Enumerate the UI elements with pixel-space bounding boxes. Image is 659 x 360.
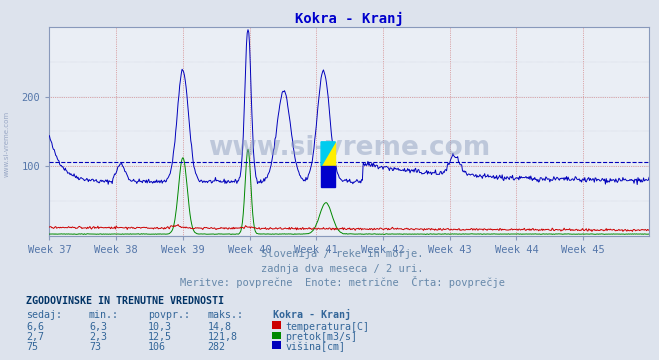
Text: maks.:: maks.: [208, 310, 244, 320]
Text: 2,3: 2,3 [89, 332, 107, 342]
Text: www.si-vreme.com: www.si-vreme.com [208, 135, 490, 161]
Polygon shape [321, 166, 335, 187]
Text: min.:: min.: [89, 310, 119, 320]
Polygon shape [321, 142, 335, 166]
Text: povpr.:: povpr.: [148, 310, 190, 320]
Title: Kokra - Kranj: Kokra - Kranj [295, 12, 404, 26]
Text: 10,3: 10,3 [148, 322, 172, 332]
Text: višina[cm]: višina[cm] [285, 342, 345, 352]
Text: 12,5: 12,5 [148, 332, 172, 342]
Text: 282: 282 [208, 342, 225, 352]
Text: 75: 75 [26, 342, 38, 352]
Text: ZGODOVINSKE IN TRENUTNE VREDNOSTI: ZGODOVINSKE IN TRENUTNE VREDNOSTI [26, 296, 224, 306]
Text: 106: 106 [148, 342, 166, 352]
Text: Kokra - Kranj: Kokra - Kranj [273, 309, 351, 320]
Text: Slovenija / reke in morje.: Slovenija / reke in morje. [262, 249, 424, 260]
Text: Meritve: povprečne  Enote: metrične  Črta: povprečje: Meritve: povprečne Enote: metrične Črta:… [180, 276, 505, 288]
Text: sedaj:: sedaj: [26, 310, 63, 320]
Text: 6,3: 6,3 [89, 322, 107, 332]
Text: www.si-vreme.com: www.si-vreme.com [3, 111, 10, 177]
Text: temperatura[C]: temperatura[C] [285, 322, 369, 332]
Polygon shape [321, 142, 335, 166]
Text: 6,6: 6,6 [26, 322, 44, 332]
Text: 121,8: 121,8 [208, 332, 238, 342]
Text: pretok[m3/s]: pretok[m3/s] [285, 332, 357, 342]
Text: 14,8: 14,8 [208, 322, 231, 332]
Text: zadnja dva meseca / 2 uri.: zadnja dva meseca / 2 uri. [262, 264, 424, 274]
Text: 2,7: 2,7 [26, 332, 44, 342]
Text: 73: 73 [89, 342, 101, 352]
